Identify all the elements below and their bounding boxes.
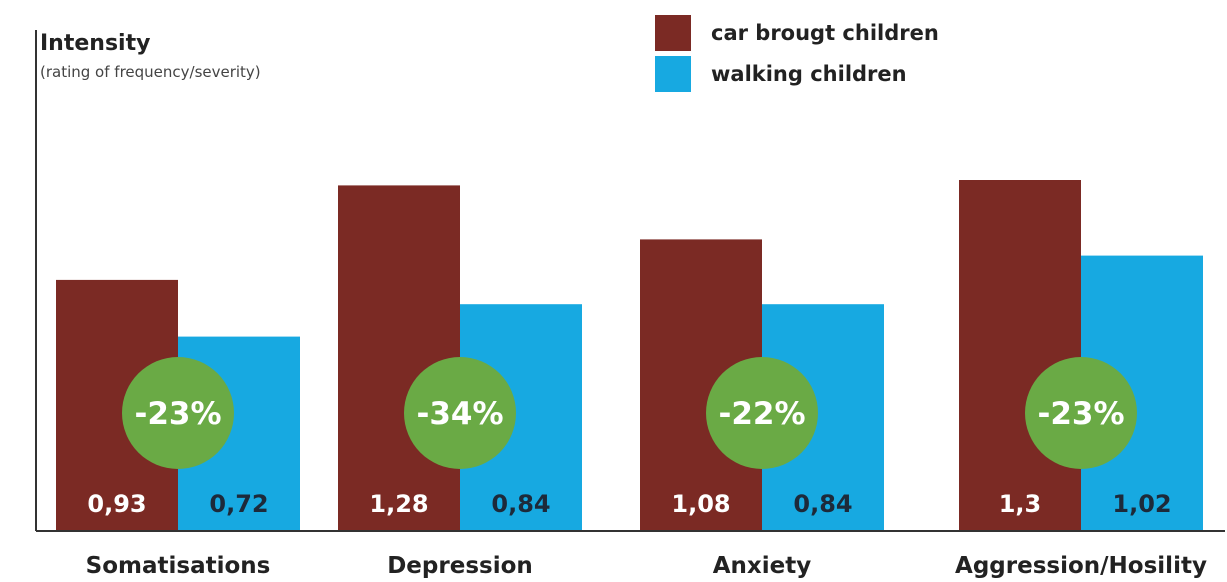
change-label-2: -34% bbox=[416, 396, 503, 432]
change-badge-3 bbox=[706, 357, 818, 469]
legend-label-1: car brougt children bbox=[711, 21, 939, 45]
y-axis-label: Intensity bbox=[40, 31, 150, 56]
change-badge-4 bbox=[1025, 357, 1137, 469]
bar-1-2 bbox=[338, 185, 460, 531]
value-label-2-4: 1,02 bbox=[1112, 490, 1171, 518]
category-label-3: Anxiety bbox=[713, 553, 811, 579]
category-label-2: Depression bbox=[387, 553, 533, 579]
legend-label-2: walking children bbox=[711, 62, 907, 86]
change-badge-2 bbox=[404, 357, 516, 469]
legend-swatch-2 bbox=[655, 56, 691, 92]
category-label-1: Somatisations bbox=[86, 553, 271, 579]
value-label-2-2: 0,84 bbox=[491, 490, 550, 518]
y-axis-sublabel: (rating of frequency/severity) bbox=[40, 63, 261, 81]
value-label-2-1: 0,72 bbox=[209, 490, 268, 518]
value-label-1-4: 1,3 bbox=[999, 490, 1042, 518]
category-label-4: Aggression/Hosility bbox=[955, 553, 1207, 579]
value-label-1-1: 0,93 bbox=[87, 490, 146, 518]
value-label-1-2: 1,28 bbox=[369, 490, 428, 518]
legend-swatch-1 bbox=[655, 15, 691, 51]
value-label-1-3: 1,08 bbox=[671, 490, 730, 518]
change-label-1: -23% bbox=[134, 396, 221, 432]
bars-group: 0,93 0,72 -23% Somatisations 1,28 0,84 -34% Dep… bbox=[56, 180, 1207, 579]
legend: car brougt children walking children bbox=[655, 15, 939, 92]
value-label-2-3: 0,84 bbox=[793, 490, 852, 518]
change-label-4: -23% bbox=[1037, 396, 1124, 432]
change-label-3: -22% bbox=[718, 396, 805, 432]
change-badge-1 bbox=[122, 357, 234, 469]
bar-1-4 bbox=[959, 180, 1081, 531]
